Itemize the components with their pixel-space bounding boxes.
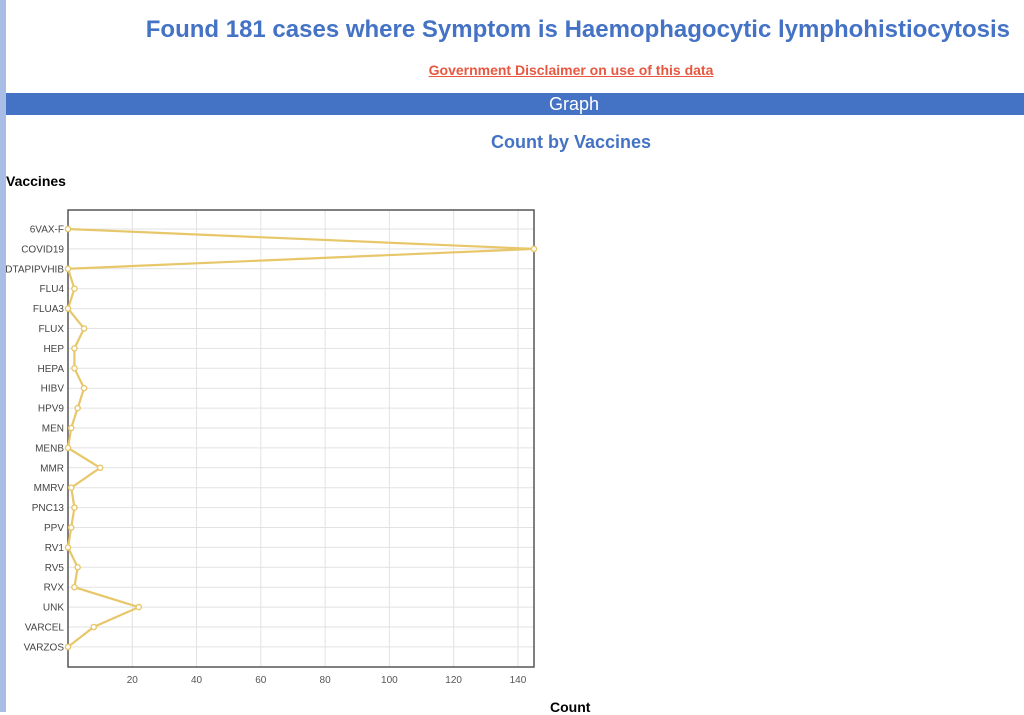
- x-tick-label: 120: [445, 675, 462, 686]
- y-tick-label: UNK: [43, 603, 64, 614]
- y-tick-label: PPV: [44, 523, 64, 534]
- y-tick-label: MENB: [35, 443, 64, 454]
- data-point: [71, 583, 78, 591]
- data-point: [80, 384, 88, 392]
- plot-frame: [67, 209, 535, 668]
- data-point: [71, 345, 78, 352]
- y-tick-label: MMRV: [34, 483, 65, 494]
- data-point: [74, 564, 81, 571]
- x-tick-label: 80: [320, 675, 332, 686]
- data-point: [71, 364, 78, 372]
- y-tick-label: RV5: [45, 563, 65, 574]
- y-tick-label: DTAPIPVHIB: [5, 264, 64, 275]
- data-point: [135, 603, 143, 611]
- x-tick-label: 60: [255, 675, 267, 686]
- left-accent-bar: [0, 0, 6, 712]
- y-axis-label: Vaccines: [6, 173, 66, 189]
- chart-title: Count by Vaccines: [490, 132, 652, 152]
- y-tick-label: HEP: [43, 344, 64, 355]
- data-point: [67, 484, 75, 492]
- y-tick-label: RVX: [44, 583, 65, 594]
- y-tick-label: FLUA3: [33, 304, 65, 315]
- x-tick-label: 20: [127, 675, 139, 686]
- y-tick-label: MEN: [42, 424, 64, 435]
- data-point: [96, 464, 104, 472]
- disclaimer-link[interactable]: Government Disclaimer on use of this dat…: [428, 62, 714, 78]
- data-point: [64, 265, 72, 273]
- y-tick-label: HEPA: [38, 364, 65, 375]
- data-point: [67, 524, 75, 531]
- y-tick-label: COVID19: [21, 244, 64, 255]
- data-point: [74, 404, 81, 412]
- data-point: [64, 225, 72, 233]
- page-title: Found 181 cases where Symptom is Haemoph…: [145, 16, 1010, 43]
- data-point: [71, 285, 78, 293]
- graph-section-header: Graph: [6, 93, 1024, 115]
- x-tick-label: 40: [191, 675, 203, 686]
- x-tick-label: 100: [381, 675, 398, 686]
- data-point: [80, 325, 88, 332]
- data-point: [530, 245, 538, 253]
- data-point: [64, 544, 72, 551]
- y-tick-label: HPV9: [38, 404, 65, 415]
- y-tick-label: FLU4: [40, 284, 65, 295]
- x-axis-label: Count: [550, 699, 591, 715]
- y-tick-label: 6VAX-F: [30, 225, 64, 236]
- y-tick-label: PNC13: [32, 503, 65, 514]
- y-tick-label: FLUX: [38, 324, 64, 335]
- data-point: [71, 504, 78, 511]
- data-point: [64, 643, 72, 651]
- y-tick-label: MMR: [40, 463, 64, 474]
- data-point: [90, 623, 98, 631]
- y-tick-label: RV1: [45, 543, 65, 554]
- x-tick-label: 140: [510, 675, 527, 686]
- y-tick-label: VARZOS: [24, 642, 65, 653]
- data-point: [64, 305, 72, 312]
- y-tick-label: VARCEL: [25, 623, 65, 634]
- data-point: [64, 444, 72, 452]
- y-tick-label: HIBV: [41, 384, 65, 395]
- data-point: [67, 424, 75, 432]
- series-line: [66, 227, 535, 648]
